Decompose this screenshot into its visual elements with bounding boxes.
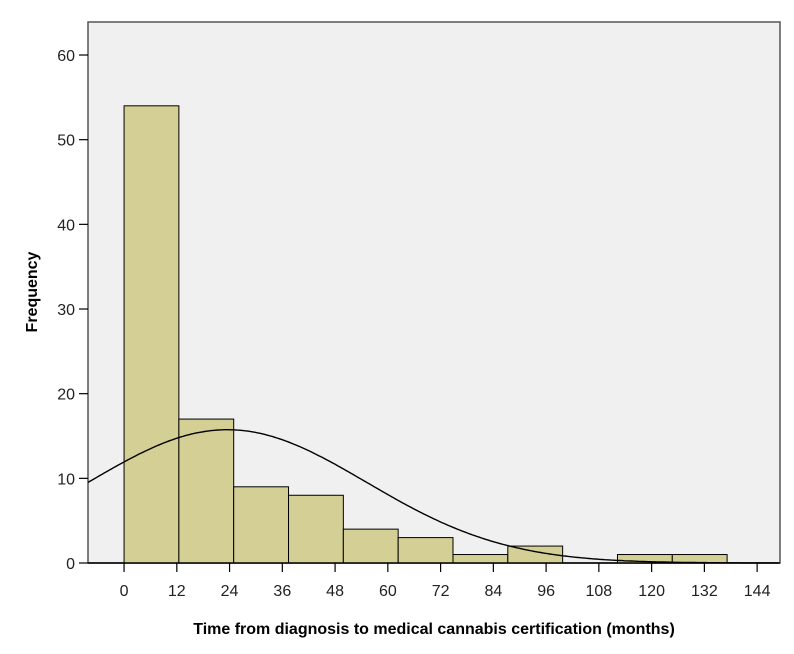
x-tick-label: 132 [691,583,718,600]
x-tick-label: 108 [586,583,613,600]
x-tick-label: 72 [432,583,450,600]
x-tick-label: 24 [221,583,239,600]
histogram-bar [123,105,180,564]
normal-curve [87,429,779,564]
histogram-bar [178,418,235,564]
y-tick-label: 30 [57,302,75,319]
x-tick-label: 120 [638,583,665,600]
histogram-bar [233,486,290,564]
x-tick-label: 12 [168,583,186,600]
y-tick-label: 40 [57,217,75,234]
x-tick-label: 36 [273,583,291,600]
histogram-bar [342,528,399,564]
histogram-bar [288,494,344,564]
x-tick-label: 96 [537,583,555,600]
histogram-bar [397,537,454,564]
x-tick-label: 0 [120,583,129,600]
x-tick-label: 48 [326,583,344,600]
y-tick-label: 60 [57,48,75,65]
y-tick-label: 0 [66,556,75,573]
histogram-bar [452,554,509,564]
x-tick-label: 144 [744,583,771,600]
y-tick-label: 10 [57,471,75,488]
x-axis-label: Time from diagnosis to medical cannabis … [193,621,675,638]
x-tick-label: 60 [379,583,397,600]
y-axis-label: Frequency [24,251,41,332]
x-tick-label: 84 [484,583,502,600]
y-tick-label: 50 [57,133,75,150]
y-tick-label: 20 [57,387,75,404]
